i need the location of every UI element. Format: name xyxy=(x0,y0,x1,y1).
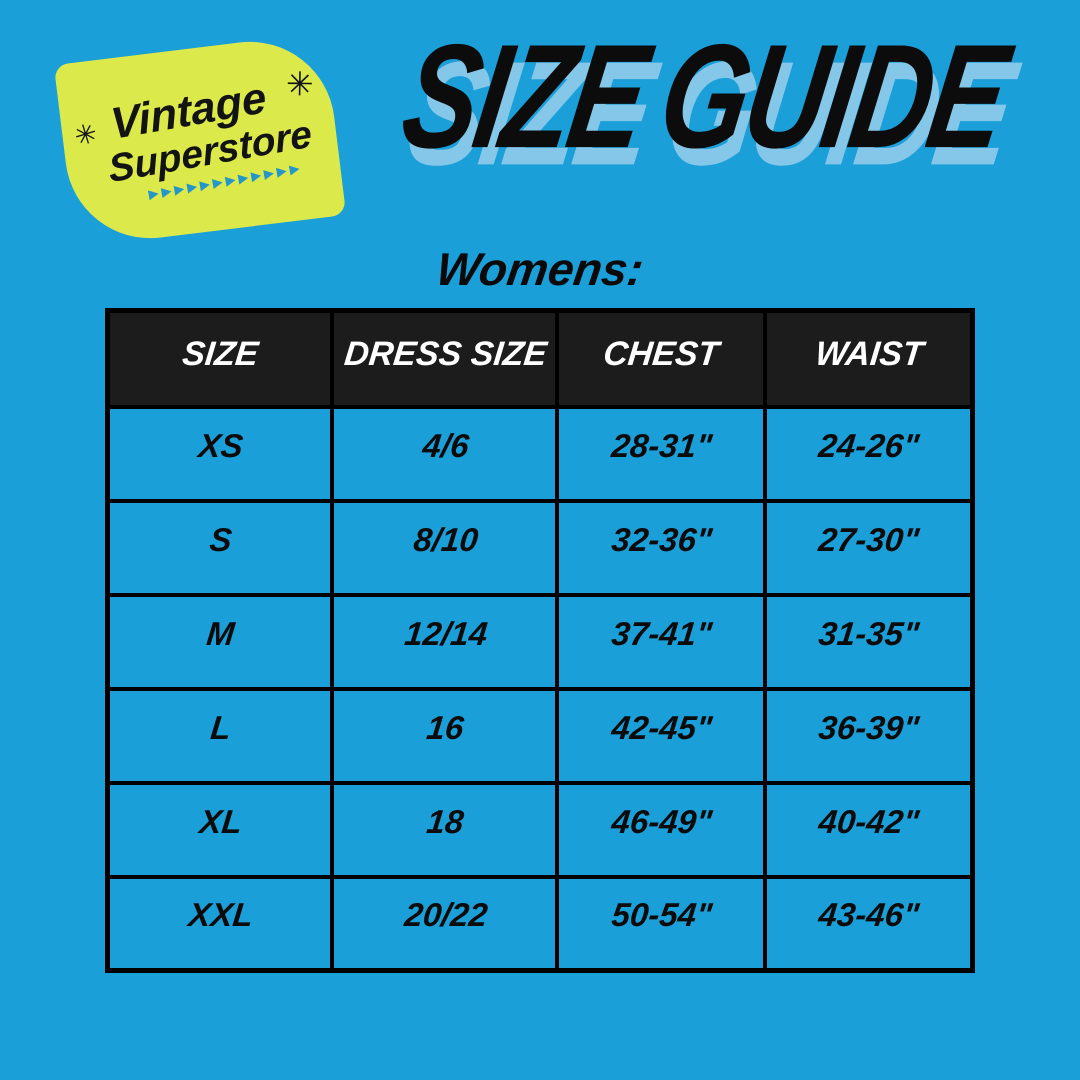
brand-badge: ✳ ✳ Vintage Superstore ▶▶▶▶▶▶▶▶▶▶▶▶ xyxy=(53,32,347,248)
table-cell: 20/22 xyxy=(330,874,560,973)
table-cell-value: 42-45" xyxy=(609,708,714,746)
table-row: L 16 42-45" 36-39" xyxy=(105,686,975,785)
table-cell: 27-30" xyxy=(762,498,975,597)
table-cell-value: 12/14 xyxy=(402,614,489,652)
brand-badge-content: Vintage Superstore ▶▶▶▶▶▶▶▶▶▶▶▶ xyxy=(50,26,350,254)
table-cell-value: 16 xyxy=(425,708,467,746)
table-cell: XL xyxy=(105,780,335,879)
table-cell-value: 36-39" xyxy=(817,708,922,746)
table-cell: 50-54" xyxy=(555,874,767,973)
table-cell-value: XS xyxy=(197,426,246,464)
column-header-label: WAIST xyxy=(813,335,925,374)
table-cell-value: 8/10 xyxy=(411,520,480,558)
column-header-label: CHEST xyxy=(601,335,722,374)
table-cell-value: 31-35" xyxy=(817,614,922,652)
table-cell: 24-26" xyxy=(762,404,975,503)
table-cell: 28-31" xyxy=(555,404,767,503)
table-cell: 40-42" xyxy=(762,780,975,879)
table-row: XXL 20/22 50-54" 43-46" xyxy=(105,874,975,973)
table-cell-value: 32-36" xyxy=(609,520,714,558)
table-cell: 36-39" xyxy=(762,686,975,785)
table-row: XL 18 46-49" 40-42" xyxy=(105,780,975,879)
table-row: S 8/10 32-36" 27-30" xyxy=(105,498,975,597)
table-cell-value: 46-49" xyxy=(609,802,714,840)
table-cell: 37-41" xyxy=(555,592,767,691)
table-cell-value: L xyxy=(209,708,234,746)
table-cell-value: 18 xyxy=(425,802,467,840)
table-cell-value: 43-46" xyxy=(817,896,922,934)
table-cell: XS xyxy=(105,404,335,503)
table-cell-value: 27-30" xyxy=(817,520,922,558)
column-header-dress-size: DRESS SIZE xyxy=(330,308,560,409)
table-cell-value: 20/22 xyxy=(402,896,489,934)
table-cell-value: 50-54" xyxy=(609,896,714,934)
table-cell-value: XL xyxy=(198,802,245,840)
column-header-chest: CHEST xyxy=(555,308,767,409)
table-cell: 12/14 xyxy=(330,592,560,691)
table-cell-value: 40-42" xyxy=(817,802,922,840)
table-cell: 42-45" xyxy=(555,686,767,785)
size-table-body: XS 4/6 28-31" 24-26" S 8/10 32-36" 27-30" M 12/14… xyxy=(105,404,975,973)
size-table-header: SIZE DRESS SIZE CHEST WAIST xyxy=(105,308,975,409)
table-cell: M xyxy=(105,592,335,691)
table-cell-value: M xyxy=(205,614,237,652)
table-cell: S xyxy=(105,498,335,597)
table-cell-value: 4/6 xyxy=(420,426,471,464)
column-header-size: SIZE xyxy=(105,308,335,409)
table-cell: 16 xyxy=(330,686,560,785)
table-row: M 12/14 37-41" 31-35" xyxy=(105,592,975,691)
table-row: XS 4/6 28-31" 24-26" xyxy=(105,404,975,503)
column-header-label: DRESS SIZE xyxy=(342,335,549,374)
table-cell: 43-46" xyxy=(762,874,975,973)
table-cell: 32-36" xyxy=(555,498,767,597)
table-cell: 8/10 xyxy=(330,498,560,597)
header-row: SIZE DRESS SIZE CHEST WAIST xyxy=(105,308,975,409)
table-cell: 46-49" xyxy=(555,780,767,879)
table-cell-value: 28-31" xyxy=(609,426,714,464)
table-cell-value: S xyxy=(208,520,235,558)
table-cell: 31-35" xyxy=(762,592,975,691)
table-cell: 4/6 xyxy=(330,404,560,503)
table-cell: 18 xyxy=(330,780,560,879)
column-header-label: SIZE xyxy=(180,335,261,374)
column-header-waist: WAIST xyxy=(762,308,975,409)
table-cell-value: 24-26" xyxy=(817,426,922,464)
table-cell-value: 37-41" xyxy=(609,614,714,652)
table-cell: XXL xyxy=(105,874,335,973)
table-cell: L xyxy=(105,686,335,785)
section-label-womens: Womens: xyxy=(433,243,647,295)
page-title: SIZE GUIDE xyxy=(392,13,1016,179)
table-cell-value: XXL xyxy=(187,896,256,934)
size-table: SIZE DRESS SIZE CHEST WAIST XS 4/6 28-31" 2… xyxy=(105,308,975,973)
